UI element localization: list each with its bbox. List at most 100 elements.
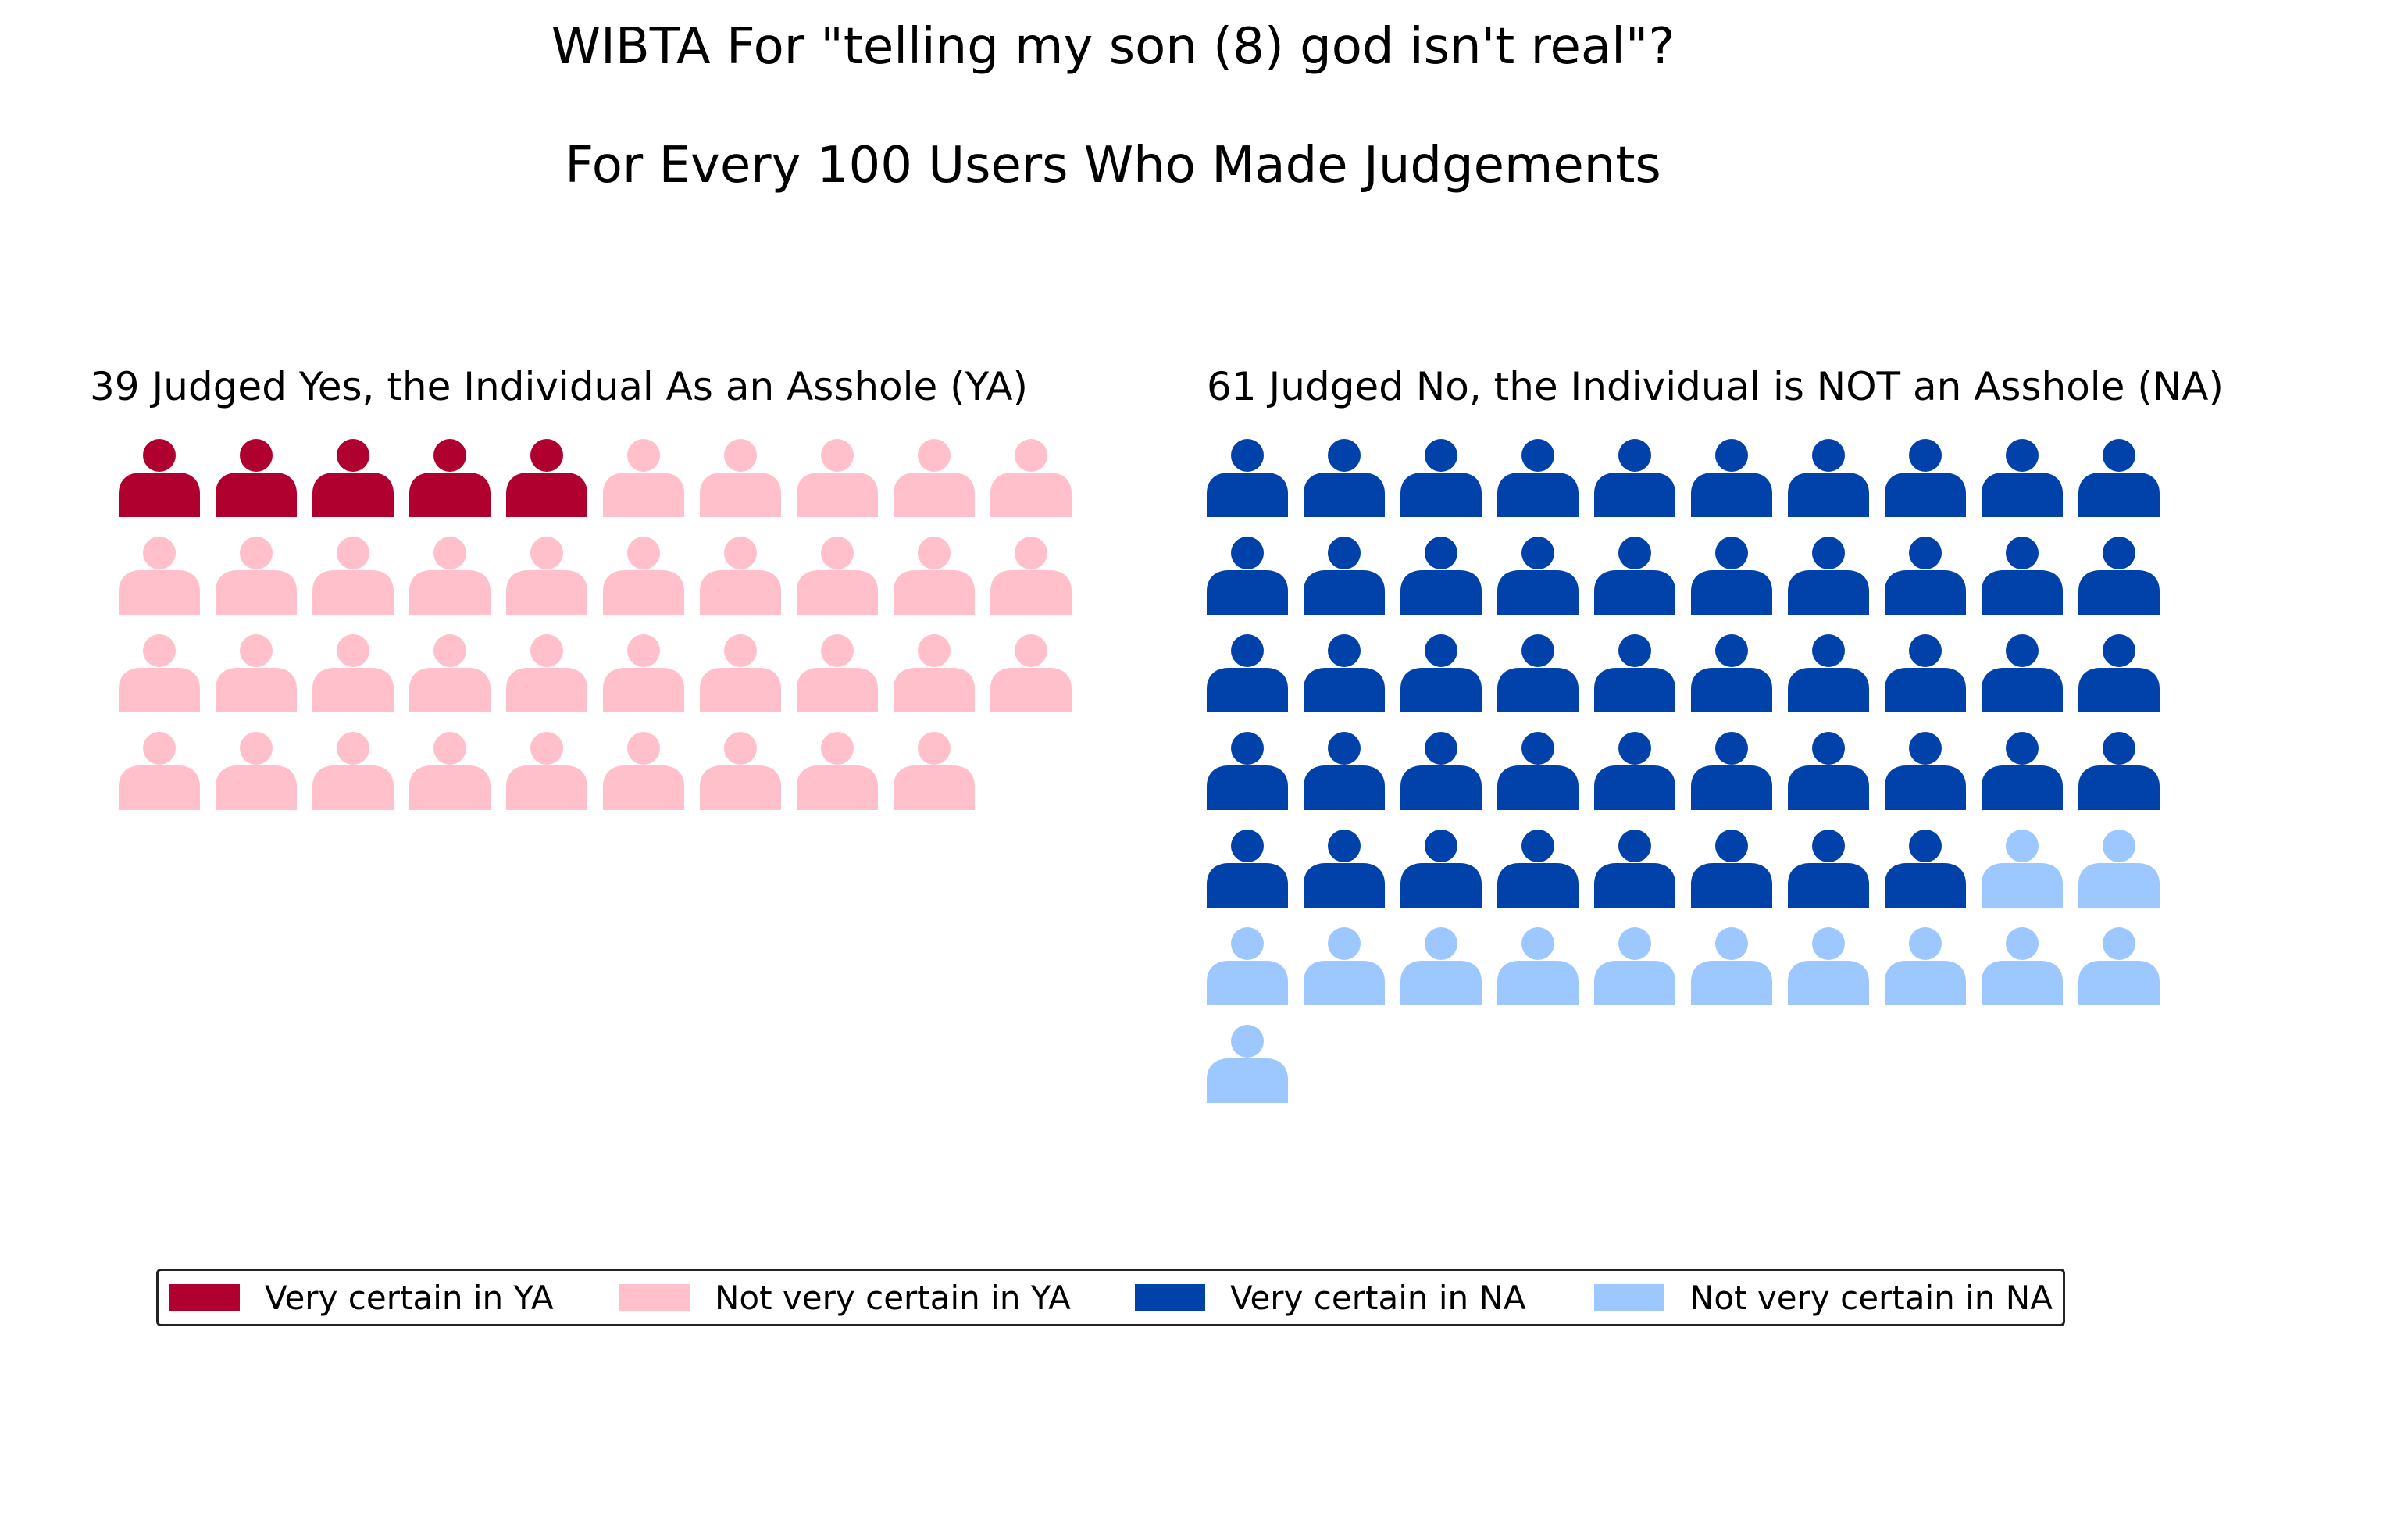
person-icon [1691,537,1772,615]
person-icon [1788,537,1869,615]
person-icon [1594,537,1675,615]
person-icon [2078,439,2160,517]
person-icon [1207,732,1288,810]
person-icon [1497,927,1579,1005]
person-icon [1207,537,1288,615]
person-icon [216,537,297,615]
person-icon [2078,830,2160,908]
person-icon [2078,927,2160,1005]
person-icon [312,732,394,810]
person-icon [1497,537,1579,615]
person-icon [119,537,200,615]
person-icon [1594,927,1675,1005]
person-icon [1982,732,2063,810]
person-icon [1497,732,1579,810]
legend-swatch [169,1284,240,1311]
person-icon [312,439,394,517]
legend-item-not-very-certain-ya: Not very certain in YA [619,1271,1071,1324]
person-icon [1788,830,1869,908]
person-icon [1497,439,1579,517]
person-icon [1304,830,1385,908]
person-icon [1400,439,1482,517]
panel-title-ya: 39 Judged Yes, the Individual As an Assh… [90,364,1029,409]
person-icon [1400,634,1482,712]
panel-ya-icons [119,439,1072,810]
person-icon [1304,927,1385,1005]
legend-label: Not very certain in YA [715,1278,1071,1317]
person-icon [1594,634,1675,712]
legend-label: Very certain in YA [265,1278,554,1317]
legend: Very certain in YA Not very certain in Y… [156,1269,2065,1326]
person-icon [1304,439,1385,517]
person-icon [603,439,684,517]
person-icon [409,537,491,615]
chart-title: WIBTA For "telling my son (8) god isn't … [551,18,1675,76]
person-icon [603,537,684,615]
person-icon [409,732,491,810]
person-icon [990,537,1072,615]
person-icon [1885,732,1966,810]
person-icon [506,732,587,810]
person-icon [1691,439,1772,517]
person-icon [1982,537,2063,615]
chart-subtitle: For Every 100 Users Who Made Judgements [565,137,1661,194]
person-icon [990,634,1072,712]
person-icon [1982,634,2063,712]
person-icon [1400,830,1482,908]
person-icon [894,439,975,517]
legend-item-very-certain-na: Very certain in NA [1135,1271,1526,1324]
person-icon [1788,732,1869,810]
person-icon [894,634,975,712]
person-icon [119,439,200,517]
panel-title-na: 61 Judged No, the Individual is NOT an A… [1207,364,2224,409]
person-icon [216,732,297,810]
person-icon [1304,732,1385,810]
person-icon [119,732,200,810]
person-icon [1788,927,1869,1005]
person-icon [1885,634,1966,712]
person-icon [1207,830,1288,908]
panel-na-icons [1207,439,2160,1103]
person-icon [312,634,394,712]
person-icon [1885,830,1966,908]
person-icon [990,439,1072,517]
person-icon [700,537,781,615]
person-icon [1207,634,1288,712]
person-icon [1207,927,1288,1005]
person-icon [506,537,587,615]
legend-item-very-certain-ya: Very certain in YA [169,1271,554,1324]
person-icon [1982,830,2063,908]
person-icon [2078,537,2160,615]
person-icon [216,634,297,712]
legend-item-not-very-certain-na: Not very certain in NA [1594,1271,2053,1324]
person-icon [1691,634,1772,712]
person-icon [506,439,587,517]
person-icon [1400,732,1482,810]
person-icon [700,634,781,712]
person-icon [894,537,975,615]
person-icon [894,732,975,810]
person-icon [1691,732,1772,810]
person-icon [603,634,684,712]
person-icon [1400,537,1482,615]
person-icon [797,537,878,615]
person-icon [409,634,491,712]
person-icon [1885,439,1966,517]
person-icon [797,439,878,517]
person-icon [1982,439,2063,517]
legend-swatch [619,1284,690,1311]
person-icon [1982,927,2063,1005]
person-icon [1594,439,1675,517]
legend-label: Not very certain in NA [1689,1278,2053,1317]
legend-label: Very certain in NA [1230,1278,1526,1317]
person-icon [506,634,587,712]
person-icon [1497,830,1579,908]
person-icon [1788,634,1869,712]
person-icon [1594,830,1675,908]
person-icon [409,439,491,517]
person-icon [2078,732,2160,810]
person-icon [797,732,878,810]
person-icon [1304,634,1385,712]
person-icon [1691,927,1772,1005]
